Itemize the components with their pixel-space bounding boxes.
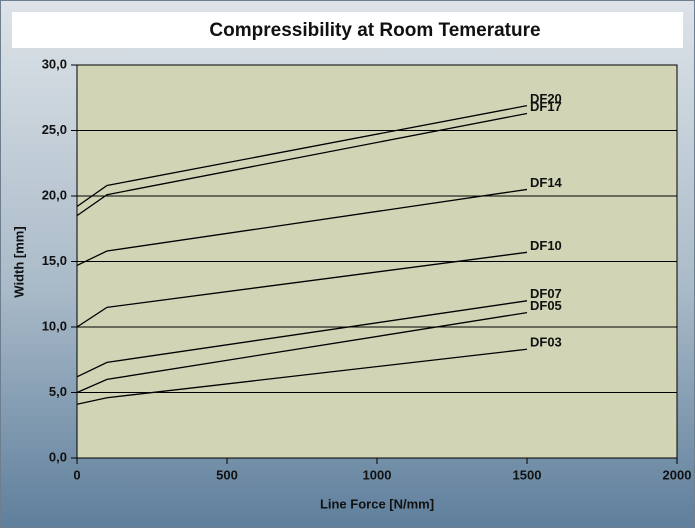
- x-tick-label: 500: [216, 467, 238, 482]
- x-axis-label: Line Force [N/mm]: [320, 496, 434, 511]
- series-line: [76, 311, 528, 394]
- series-line: [76, 300, 528, 378]
- series-label: DF17: [530, 99, 562, 114]
- series-label: DF07: [530, 286, 562, 301]
- x-tick-label: 1000: [363, 467, 392, 482]
- y-axis-label: Width [mm]: [11, 226, 26, 297]
- y-tick-label: 5,0: [49, 384, 67, 399]
- y-tick-label: 25,0: [42, 122, 67, 137]
- x-tick-label: 0: [73, 467, 80, 482]
- series-label: DF14: [530, 175, 563, 190]
- x-tick-label: 2000: [663, 467, 692, 482]
- y-tick-label: 15,0: [42, 253, 67, 268]
- x-tick-label: 1500: [513, 467, 542, 482]
- series-label: DF03: [530, 335, 562, 350]
- y-tick-label: 30,0: [42, 56, 67, 71]
- series-line: [76, 348, 528, 405]
- series-line: [76, 188, 528, 267]
- y-tick-label: 0,0: [49, 449, 67, 464]
- series-line: [76, 251, 528, 328]
- series-label: DF10: [530, 238, 562, 253]
- y-tick-label: 20,0: [42, 187, 67, 202]
- series-label: DF20: [530, 91, 562, 106]
- series-line: [76, 112, 528, 217]
- series-label: DF05: [530, 298, 562, 313]
- y-tick-label: 10,0: [42, 318, 67, 333]
- chart-title: Compressibility at Room Temerature: [209, 20, 540, 41]
- title-banner: [12, 12, 683, 48]
- series-line: [76, 104, 528, 208]
